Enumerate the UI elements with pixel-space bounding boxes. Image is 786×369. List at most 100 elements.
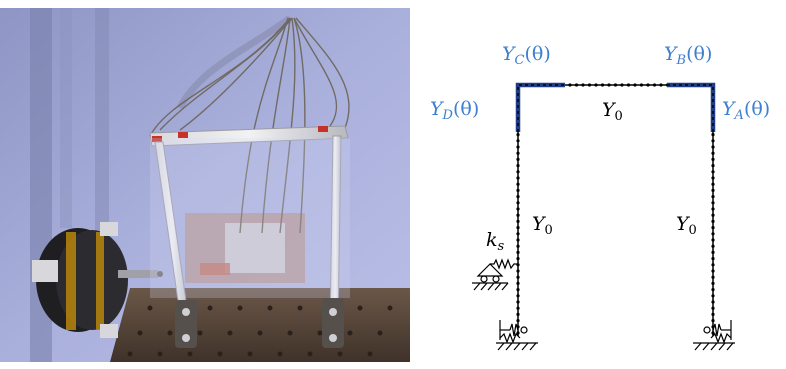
- node-dot: [516, 275, 520, 279]
- node-dot: [711, 250, 715, 254]
- node-dot: [516, 139, 520, 143]
- shaker: [32, 222, 163, 338]
- label-y0-right: Y0: [676, 213, 697, 238]
- node-dot: [711, 157, 715, 161]
- node-dot: [516, 176, 520, 180]
- node-dot: [516, 257, 520, 261]
- node-dot: [711, 306, 715, 310]
- node-dot: [639, 83, 644, 87]
- segment-cd: [515, 82, 565, 132]
- label-ya: YA(θ): [722, 98, 770, 123]
- left-base-support: [496, 320, 538, 351]
- node-dot: [516, 201, 520, 205]
- label-yb: YB(θ): [664, 43, 712, 68]
- node-dot: [516, 294, 520, 298]
- clamp-left: [175, 300, 197, 348]
- lateral-spring-ks: [472, 258, 518, 291]
- photo-illustration: [0, 8, 410, 362]
- node-dot: [711, 300, 715, 304]
- frame-model-svg: YC(θ) YB(θ) YD(θ) YA(θ) Y0 Y0 Y0 ks: [430, 43, 770, 351]
- node-dot: [711, 331, 715, 335]
- node-dot: [516, 164, 520, 168]
- node-dot: [711, 188, 715, 192]
- node-dot: [711, 176, 715, 180]
- node-dot: [711, 170, 715, 174]
- node-dot: [711, 219, 715, 223]
- node-dot: [711, 269, 715, 273]
- node-dot: [516, 195, 520, 199]
- node-dot: [516, 250, 520, 254]
- label-y0-top: Y0: [602, 99, 623, 124]
- node-dot: [711, 263, 715, 267]
- node-dot: [711, 145, 715, 149]
- clamp-right: [322, 298, 344, 348]
- node-dot: [626, 83, 631, 87]
- node-dot: [711, 213, 715, 217]
- node-dot: [607, 83, 611, 87]
- node-dot: [600, 83, 605, 87]
- node-dot: [516, 319, 520, 323]
- frame-model-diagram: YC(θ) YB(θ) YD(θ) YA(θ) Y0 Y0 Y0 ks: [410, 0, 786, 365]
- node-dot: [594, 83, 598, 87]
- node-dot: [574, 83, 579, 87]
- node-dot: [711, 281, 715, 285]
- hose: [176, 15, 293, 110]
- node-dot: [516, 232, 520, 236]
- node-dot: [711, 319, 715, 323]
- node-dot: [711, 151, 715, 155]
- node-dot: [516, 306, 520, 310]
- connector-left: [152, 136, 162, 142]
- node-dot: [652, 83, 657, 87]
- node-dot: [581, 83, 585, 87]
- node-dot: [659, 83, 663, 87]
- node-dot: [516, 213, 520, 217]
- node-dot: [711, 133, 715, 137]
- node-dot: [711, 275, 715, 279]
- wires: [149, 17, 350, 234]
- node-dot: [711, 207, 715, 211]
- node-dot: [516, 133, 520, 137]
- node-dot: [516, 188, 520, 192]
- label-ks: ks: [486, 229, 505, 254]
- node-dot: [646, 83, 650, 87]
- node-dot: [613, 83, 618, 87]
- node-dot: [516, 300, 520, 304]
- node-dot: [633, 83, 637, 87]
- node-dot: [711, 139, 715, 143]
- node-dot: [711, 238, 715, 242]
- right-base-support: [693, 320, 735, 351]
- node-dot: [711, 226, 715, 230]
- node-dot: [516, 151, 520, 155]
- node-dot: [516, 219, 520, 223]
- node-dot: [516, 226, 520, 230]
- label-y0-left: Y0: [532, 213, 553, 238]
- node-dot: [568, 83, 572, 87]
- experimental-frame-photo: [0, 8, 410, 362]
- node-dot: [711, 195, 715, 199]
- node-dot: [711, 182, 715, 186]
- node-dot: [516, 288, 520, 292]
- node-dot: [516, 238, 520, 242]
- node-dot: [516, 170, 520, 174]
- node-dot: [711, 312, 715, 316]
- node-dot: [516, 269, 520, 273]
- node-dot: [516, 281, 520, 285]
- node-dots: [516, 83, 715, 335]
- node-dot: [711, 201, 715, 205]
- table-holes: [127, 305, 393, 357]
- node-dot: [711, 164, 715, 168]
- node-dot: [620, 83, 624, 87]
- frame-top-beam: [149, 125, 349, 147]
- node-dot: [516, 182, 520, 186]
- node-dot: [516, 207, 520, 211]
- node-dot: [711, 294, 715, 298]
- node-dot: [516, 331, 520, 335]
- node-dot: [587, 83, 592, 87]
- node-dot: [516, 312, 520, 316]
- segment-ba: [667, 82, 716, 132]
- label-yc: YC(θ): [502, 43, 551, 68]
- node-dot: [711, 288, 715, 292]
- node-dot: [516, 244, 520, 248]
- node-dot: [711, 244, 715, 248]
- rack-middle: [60, 8, 72, 228]
